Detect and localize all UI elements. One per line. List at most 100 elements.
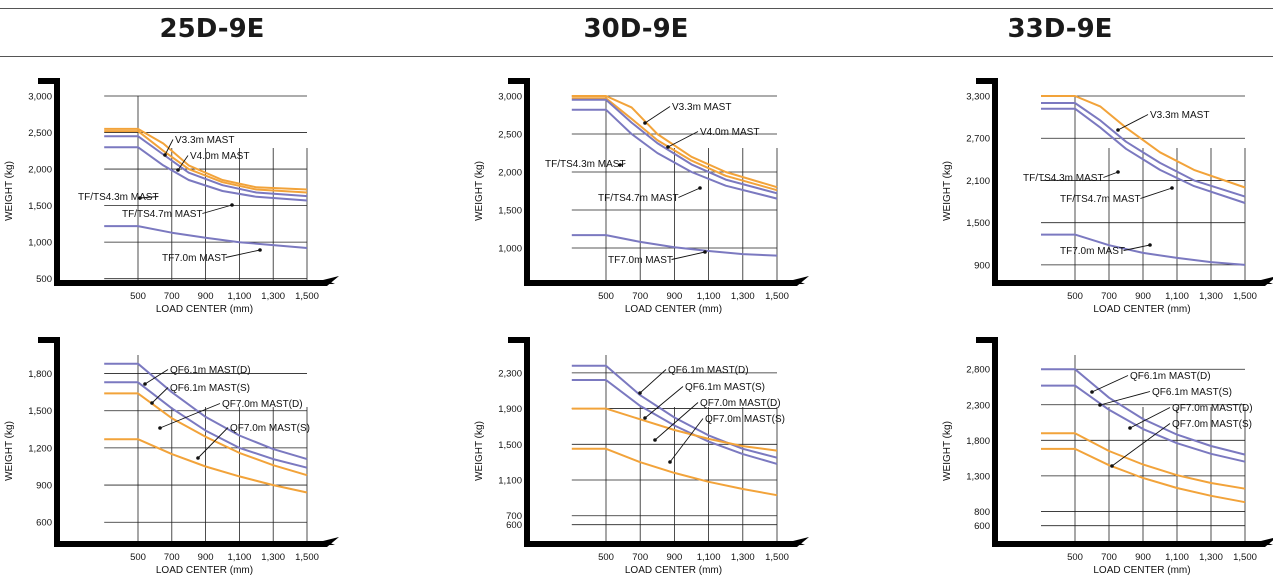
annotation-arrowhead bbox=[150, 401, 154, 405]
series-line-blue bbox=[1041, 384, 1246, 463]
annotation-arrowhead bbox=[143, 382, 147, 386]
series-annotation: TF/TS4.3m MAST bbox=[1023, 173, 1104, 184]
annotation-arrowhead bbox=[1110, 464, 1114, 468]
series-annotation: TF/TS4.7m MAST bbox=[1060, 194, 1141, 205]
series-annotation: V4.0m MAST bbox=[700, 127, 759, 138]
annotation-leader bbox=[1103, 171, 1119, 178]
x-axis-title: LOAD CENTER (mm) bbox=[1093, 565, 1190, 576]
y-tick-label: 900 bbox=[974, 260, 990, 271]
series-annotation: TF/TS4.7m MAST bbox=[122, 209, 203, 220]
series-annotation: QF6.1m MAST(D) bbox=[170, 365, 251, 376]
series-line-orange bbox=[1041, 95, 1246, 189]
x-tick-label: 500 bbox=[598, 552, 614, 563]
annotation-leader bbox=[197, 427, 229, 459]
x-tick-label: 700 bbox=[632, 552, 648, 563]
x-axis-bar bbox=[992, 541, 1261, 547]
series-line-orange bbox=[571, 447, 778, 497]
annotation-arrowhead bbox=[698, 186, 702, 190]
y-tick-label: 3,300 bbox=[966, 92, 990, 103]
x-tick-label: 1,100 bbox=[1165, 291, 1189, 302]
series-annotation: QF7.0m MAST(D) bbox=[222, 399, 303, 410]
x-tick-label: 1,500 bbox=[765, 291, 789, 302]
annotation-leader bbox=[164, 139, 174, 156]
x-tick-label: 900 bbox=[666, 291, 682, 302]
y-tick-label: 700 bbox=[506, 511, 522, 522]
y-tick-label: 2,300 bbox=[498, 368, 522, 379]
axis-fork-tip bbox=[1261, 277, 1273, 286]
y-tick-label: 1,800 bbox=[28, 369, 52, 380]
x-tick-label: 1,100 bbox=[228, 552, 252, 563]
series-annotation: QF7.0m MAST(S) bbox=[705, 414, 785, 425]
annotation-arrowhead bbox=[1148, 243, 1152, 247]
x-tick-label: 700 bbox=[1101, 552, 1117, 563]
model-header-33d: 33D-9E bbox=[1007, 14, 1113, 44]
y-tick-label: 500 bbox=[36, 274, 52, 285]
series-annotation: TF/TS4.3m MAST bbox=[78, 192, 159, 203]
series-annotation: TF7.0m MAST bbox=[1060, 246, 1125, 257]
x-tick-label: 700 bbox=[164, 291, 180, 302]
annotation-arrowhead bbox=[703, 250, 707, 254]
axis-fork-tip bbox=[1261, 538, 1273, 547]
x-tick-label: 1,500 bbox=[295, 552, 319, 563]
y-tick-label: 800 bbox=[974, 507, 990, 518]
axis-fork-tip bbox=[793, 276, 809, 286]
axis-fork-tip bbox=[793, 537, 809, 547]
annotation-arrowhead bbox=[158, 426, 162, 430]
y-axis-bar bbox=[54, 78, 60, 286]
annotation-arrowhead bbox=[230, 203, 234, 207]
series-annotation: V3.3m MAST bbox=[175, 135, 234, 146]
annotation-arrowhead bbox=[638, 391, 642, 395]
y-tick-label: 1,900 bbox=[498, 404, 522, 415]
y-tick-label: 1,500 bbox=[28, 201, 52, 212]
x-tick-label: 1,100 bbox=[1165, 552, 1189, 563]
x-axis-title: LOAD CENTER (mm) bbox=[1093, 304, 1190, 315]
series-annotation: QF7.0m MAST(D) bbox=[700, 398, 781, 409]
x-axis-bar bbox=[54, 280, 323, 286]
x-tick-label: 1,500 bbox=[1233, 552, 1257, 563]
x-tick-label: 1,300 bbox=[731, 291, 755, 302]
y-axis-title: WEIGHT (kg) bbox=[942, 161, 953, 221]
annotation-leader bbox=[1099, 391, 1151, 406]
series-line-blue bbox=[104, 135, 308, 198]
axis-fork-tip bbox=[323, 537, 339, 547]
x-axis-bar bbox=[524, 280, 793, 286]
axis-frame bbox=[976, 337, 1273, 547]
annotation-leader bbox=[678, 187, 701, 198]
chart-c25-bot: 600 900 1,200 1,500 1,800 500 700 900 1,100 1,300… bbox=[4, 337, 339, 576]
axis-fork-tip bbox=[323, 276, 339, 286]
annotation-arrowhead bbox=[643, 121, 647, 125]
x-tick-label: 1,300 bbox=[261, 552, 285, 563]
annotation-arrowhead bbox=[653, 438, 657, 442]
y-axis-title: WEIGHT (kg) bbox=[4, 161, 15, 221]
x-tick-label: 1,300 bbox=[1199, 552, 1223, 563]
annotation-arrowhead bbox=[258, 248, 262, 252]
series-annotation: V4.0m MAST bbox=[190, 151, 249, 162]
y-tick-label: 1,100 bbox=[498, 476, 522, 487]
series-line-blue bbox=[571, 108, 778, 200]
y-tick-label: 3,000 bbox=[28, 92, 52, 103]
series-line-blue bbox=[1041, 107, 1246, 204]
y-tick-label: 600 bbox=[974, 521, 990, 532]
annotation-leader bbox=[669, 418, 704, 463]
annotation-leader bbox=[671, 251, 706, 260]
series-line-blue bbox=[571, 364, 778, 459]
annotation-arrowhead bbox=[163, 153, 167, 157]
annotation-arrowhead bbox=[1090, 390, 1094, 394]
y-tick-label: 1,000 bbox=[28, 238, 52, 249]
annotation-leader bbox=[144, 369, 169, 385]
annotation-arrowhead bbox=[666, 145, 670, 149]
series-line-blue bbox=[571, 379, 778, 465]
y-tick-label: 1,500 bbox=[498, 440, 522, 451]
series-line-orange bbox=[1041, 432, 1246, 490]
series-line-orange bbox=[104, 130, 308, 194]
x-tick-label: 500 bbox=[1067, 291, 1083, 302]
annotation-leader bbox=[644, 106, 671, 124]
chart-c30-top: 1,000 1,500 2,000 2,500 3,000 500 700 900 1,100 1… bbox=[474, 78, 809, 315]
top-rule bbox=[0, 8, 1273, 9]
annotation-arrowhead bbox=[668, 460, 672, 464]
series-line-blue bbox=[571, 234, 778, 257]
y-axis-bar bbox=[992, 337, 998, 547]
series-line-blue bbox=[104, 146, 308, 202]
annotation-leader bbox=[1111, 423, 1171, 467]
annotation-leader bbox=[159, 403, 221, 429]
